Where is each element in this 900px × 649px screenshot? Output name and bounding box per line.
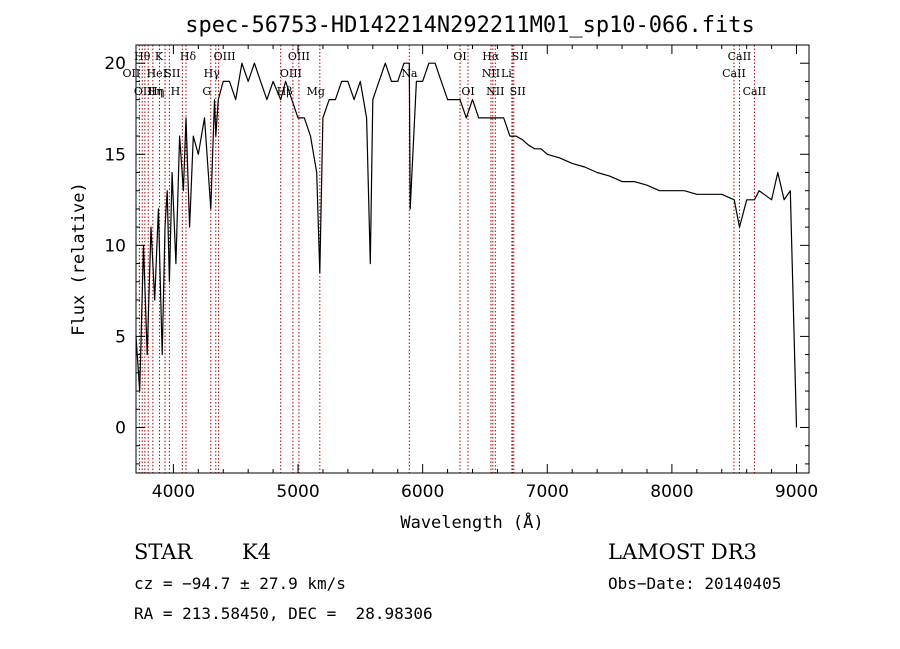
spectral-line-label-27: CaII [728,50,752,63]
survey-name: LAMOST DR3 [608,540,757,564]
x-tick-label-3: 7000 [526,482,569,502]
x-tick-label-1: 5000 [276,482,319,502]
spectral-line-label-24: Li [501,67,512,80]
y-tick-label-0: 0 [115,418,126,438]
spectral-line-label-9: Hδ [180,50,197,63]
chart-title: spec-56753-HD142214N292211M01_sp10-066.f… [185,13,755,38]
spectral-line-label-11: Hγ [204,67,221,80]
spectral-line-label-13: Hβ [277,85,293,98]
spectral-line-label-4: HeI [147,67,167,80]
spectrum-series [135,62,798,428]
object-class: STAR [134,540,193,564]
spectral-line-label-10: G [202,85,211,98]
coordinates-readout: RA = 213.58450, DEC = 28.98306 [134,604,433,623]
spectral-line-label-2: OIII [134,85,156,98]
spectral-line-label-3: Hη [148,85,164,98]
observation-date: Obs−Date: 20140405 [608,574,782,593]
spectral-line-markers [138,45,755,473]
spectral-line-label-7: H [171,85,181,98]
spectral-line-label-19: OI [461,85,474,98]
x-tick-label-4: 8000 [650,482,693,502]
spectral-line-label-16: Mg [307,85,325,98]
spectral-line-label-0: OII [123,67,141,80]
axis-ticks: 4000 5000 6000 7000 8000 9000 0 5 10 15 20 [104,45,818,502]
x-tick-label-0: 4000 [152,482,195,502]
x-axis-label: Wavelength (Å) [400,511,543,533]
spectral-line-label-14: OIII [280,67,302,80]
plot-frame [135,44,810,474]
x-tick-label-5: 9000 [775,482,818,502]
y-axis-label: Flux (relative) [69,182,89,336]
spectral-line-label-22: NII [486,85,504,98]
redshift-readout: cz = −94.7 ± 27.9 km/s [134,574,346,593]
y-tick-label-3: 15 [104,145,126,165]
spectral-line-label-5: η [156,85,163,98]
spectral-line-label-6: K [155,50,164,63]
y-tick-label-2: 10 [104,236,126,256]
spectral-line-label-21: Hα [482,50,500,63]
spectral-line-label-15: OIII [288,50,310,63]
y-tick-label-1: 5 [115,327,126,347]
x-tick-label-2: 6000 [401,482,444,502]
spectral-line-label-1: Hθ [134,50,151,63]
object-subclass: K4 [242,540,272,564]
spectral-line-label-20: NII [482,67,500,80]
spectral-line-label-23: SII [512,50,528,63]
spectral-line-label-8: SII [164,67,180,80]
spectral-line-labels: OIIHθOIIIHηHeIηKHSIIHδGHγOIIIHβOIIIOIIIM… [123,50,767,98]
y-tick-label-4: 20 [104,54,126,74]
spectral-line-label-26: CaII [722,67,746,80]
spectral-line-label-18: OI [453,50,466,63]
spectral-line-label-28: CaII [743,85,767,98]
spectral-line-label-12: OIII [214,50,236,63]
series-line-0 [135,62,798,428]
spectral-line-label-25: SII [510,85,526,98]
spectral-line-label-17: Na [401,67,418,80]
